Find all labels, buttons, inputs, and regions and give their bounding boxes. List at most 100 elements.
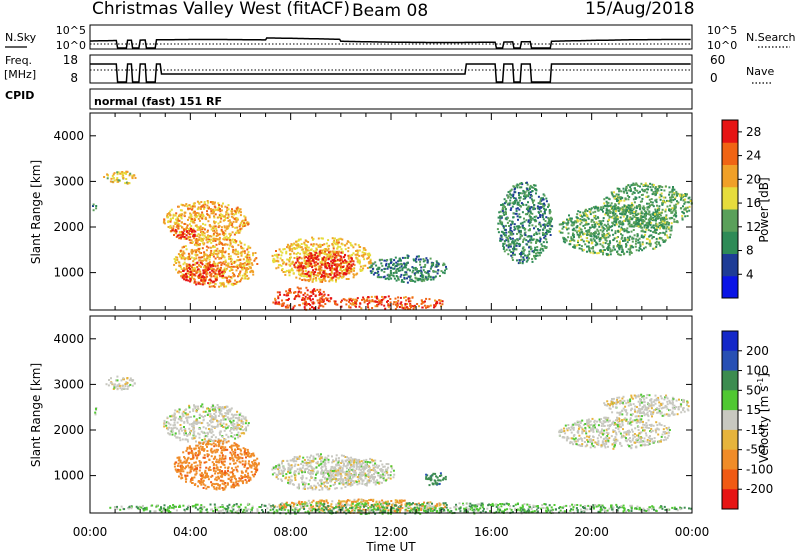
power-echo-pixel: [511, 230, 514, 233]
power-echo-pixel: [240, 247, 243, 250]
power-echo-pixel: [288, 291, 291, 294]
power-echo-pixel: [655, 228, 658, 231]
power-echo-pixel: [425, 306, 427, 309]
power-echo-pixel: [229, 223, 232, 225]
power-echo-pixel: [615, 198, 618, 200]
power-echo-pixel: [593, 215, 596, 218]
power-echo-pixel: [279, 293, 281, 296]
velocity-echo-pixel: [192, 424, 195, 427]
power-echo-pixel: [310, 252, 313, 255]
power-echo-pixel: [249, 271, 252, 274]
power-echo-pixel: [288, 288, 291, 291]
power-echo-pixel: [245, 259, 248, 262]
power-echo-pixel: [582, 248, 585, 251]
velocity-echo-pixel: [116, 384, 119, 387]
power-echo-pixel: [318, 291, 320, 293]
power-echo-pixel: [352, 303, 355, 306]
power-echo-pixel: [320, 252, 323, 255]
power-echo-pixel: [510, 194, 513, 197]
power-echo-pixel: [684, 198, 687, 201]
velocity-echo-pixel: [122, 377, 125, 380]
power-echo-pixel: [660, 221, 663, 223]
power-echo-pixel: [636, 233, 639, 235]
power-echo-pixel: [180, 233, 183, 236]
power-echo-pixel: [314, 253, 317, 256]
power-echo-pixel: [620, 190, 623, 193]
power-echo-pixel: [321, 278, 324, 281]
power-echo-pixel: [192, 235, 195, 238]
power-echo-pixel: [285, 299, 288, 301]
power-echo-pixel: [204, 216, 207, 219]
velocity-echo-pixel: [233, 413, 236, 416]
power-echo-pixel: [405, 299, 408, 302]
power-echo-pixel: [409, 275, 412, 278]
power-echo-pixel: [523, 190, 526, 193]
power-echo-pixel: [220, 228, 223, 231]
velocity-echo-pixel: [187, 416, 190, 419]
power-echo-pixel: [400, 259, 402, 262]
power-echo-pixel: [586, 210, 589, 212]
power-echo-pixel: [422, 260, 425, 263]
power-echo-pixel: [401, 263, 403, 266]
power-echo-pixel: [201, 215, 204, 218]
power-echo-pixel: [426, 259, 429, 262]
power-echo-pixel: [396, 263, 399, 266]
power-echo-pixel: [576, 231, 578, 234]
power-echo-pixel: [185, 203, 188, 206]
power-echo-pixel: [167, 221, 170, 224]
power-echo-pixel: [546, 222, 549, 225]
power-echo-pixel: [293, 304, 296, 307]
power-echo-pixel: [188, 239, 191, 241]
power-echo-pixel: [414, 280, 417, 283]
power-echo-pixel: [565, 239, 568, 242]
power-echo-pixel: [528, 188, 531, 190]
power-echo-pixel: [527, 208, 529, 211]
power-echo-pixel: [500, 234, 503, 237]
power-echo-pixel: [411, 296, 414, 299]
power-echo-pixel: [348, 263, 350, 266]
power-echo-pixel: [656, 223, 659, 226]
power-echo-pixel: [238, 258, 241, 261]
power-echo-pixel: [521, 253, 524, 255]
power-echo-pixel: [300, 246, 303, 249]
power-echo-pixel: [289, 253, 292, 256]
power-echo-pixel: [641, 188, 644, 191]
power-echo-pixel: [642, 230, 645, 233]
power-echo-pixel: [664, 201, 667, 204]
power-echo-pixel: [210, 249, 213, 252]
power-echo-pixel: [322, 278, 325, 281]
power-echo-pixel: [683, 202, 686, 205]
power-echo-pixel: [191, 230, 193, 233]
power-echo-pixel: [513, 246, 516, 249]
velocity-echo-pixel: [218, 431, 221, 434]
power-echo-pixel: [348, 267, 351, 270]
power-echo-pixel: [344, 244, 347, 247]
power-echo-pixel: [655, 240, 658, 243]
power-echo-pixel: [544, 235, 547, 238]
power-echo-pixel: [523, 248, 526, 251]
power-echo-pixel: [315, 248, 318, 251]
power-echo-pixel: [358, 262, 361, 265]
power-echo-pixel: [562, 240, 565, 243]
power-echo-pixel: [440, 270, 443, 273]
power-echo-pixel: [512, 201, 515, 204]
power-echo-pixel: [632, 204, 635, 207]
power-echo-pixel: [624, 213, 626, 216]
power-echo-pixel: [525, 219, 528, 222]
power-echo-pixel: [199, 270, 202, 273]
power-echo-pixel: [644, 184, 647, 187]
power-echo-pixel: [603, 223, 606, 226]
power-echo-pixel: [230, 215, 233, 218]
power-echo-pixel: [647, 218, 650, 221]
power-echo-pixel: [352, 298, 355, 301]
power-echo-pixel: [276, 302, 279, 305]
power-echo-pixel: [336, 239, 338, 242]
power-echo-pixel: [661, 208, 664, 211]
power-echo-pixel: [420, 302, 423, 305]
power-echo-pixel: [186, 270, 189, 272]
velocity-echo-pixel: [114, 385, 117, 388]
power-echo-pixel: [511, 256, 514, 259]
power-echo-pixel: [581, 215, 584, 218]
power-echo-pixel: [219, 251, 222, 253]
power-echo-pixel: [404, 266, 407, 269]
